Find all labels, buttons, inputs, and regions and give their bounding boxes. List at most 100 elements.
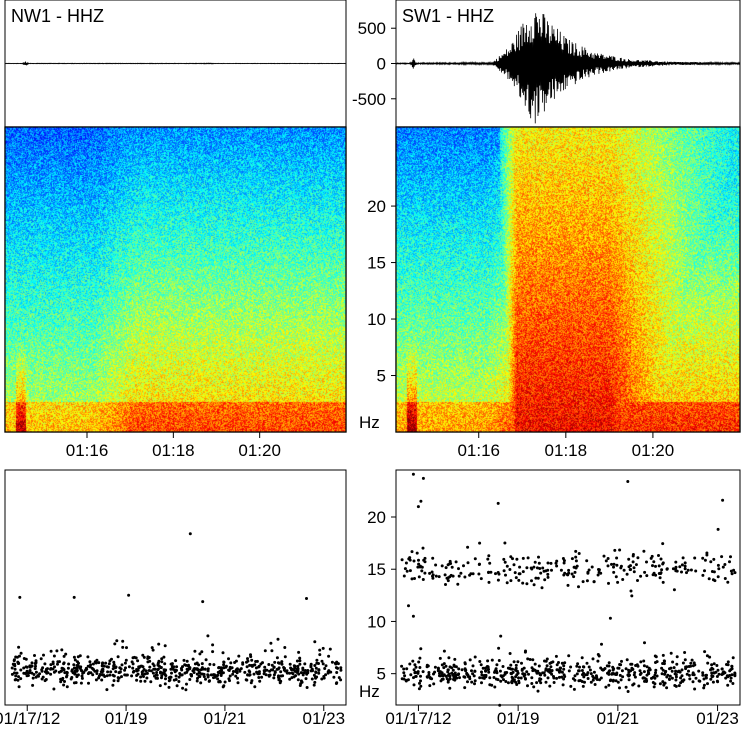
scatter-point xyxy=(661,580,665,584)
scatter-outlier xyxy=(496,501,500,505)
scatter-point xyxy=(120,675,123,679)
scatter-point xyxy=(710,666,714,670)
scatter-point xyxy=(608,679,612,683)
scatter-point xyxy=(448,665,452,669)
scatter-point xyxy=(59,680,63,684)
scatter-point xyxy=(721,672,725,676)
scatter-point xyxy=(574,555,578,559)
scatter-point xyxy=(716,527,720,531)
scatter-point xyxy=(438,670,442,674)
scatter-point xyxy=(546,561,550,565)
scatter-point xyxy=(270,649,274,653)
scatter-point xyxy=(425,663,429,667)
scatter-point xyxy=(680,668,684,672)
scatter-point xyxy=(446,668,450,672)
scatter-point xyxy=(631,554,635,558)
scatter-point xyxy=(320,659,324,663)
scatter-point xyxy=(630,662,634,666)
scatter-point xyxy=(557,661,560,664)
scatter-point xyxy=(56,662,59,666)
scatter-point xyxy=(155,671,159,674)
scatter-point xyxy=(433,665,437,669)
scatter-point xyxy=(502,678,505,682)
scatter-point xyxy=(702,677,706,681)
scatter-point xyxy=(445,576,449,580)
scatter-point xyxy=(79,669,83,672)
scatter-point xyxy=(417,660,421,664)
scatter-point xyxy=(680,563,684,567)
scatter-point xyxy=(466,680,469,684)
scatter-point xyxy=(580,680,584,683)
scatter-point xyxy=(661,668,665,672)
scatter-point xyxy=(260,675,264,679)
scatter-point xyxy=(321,662,325,666)
scatter-point xyxy=(569,684,573,688)
scatter-point xyxy=(521,556,525,560)
scatter-point xyxy=(730,667,734,671)
scatter-point xyxy=(627,670,631,674)
scatter-point xyxy=(442,662,446,666)
scatter-point xyxy=(599,571,603,575)
scatter-point xyxy=(258,679,262,683)
scatter-point xyxy=(720,555,724,559)
scatter-point xyxy=(313,640,317,644)
scatter-outlier xyxy=(127,593,131,597)
scatter-point xyxy=(410,550,414,554)
scatter-point xyxy=(109,670,113,674)
scatter-point xyxy=(581,580,585,584)
scatter-point xyxy=(514,663,518,667)
scatter-point xyxy=(616,680,620,684)
scatter-point xyxy=(276,667,280,671)
scatter-point xyxy=(288,671,292,675)
scatter-point xyxy=(292,668,296,672)
scatter-point xyxy=(290,671,294,675)
scatter-point xyxy=(607,683,611,687)
scatter-point xyxy=(306,669,310,672)
scatter-point xyxy=(677,669,681,673)
scatter-point xyxy=(91,673,95,677)
scatter-point xyxy=(678,565,682,569)
scatter-point xyxy=(522,666,526,670)
scatter-point xyxy=(555,663,559,667)
scatter-point xyxy=(431,556,435,560)
scatter-point xyxy=(121,645,125,649)
scatter-point xyxy=(631,560,635,564)
scatter-point xyxy=(591,678,595,682)
scatter-point xyxy=(463,661,467,665)
waveform-left-title: NW1 - HHZ xyxy=(11,6,104,26)
scatter-point xyxy=(726,580,730,584)
scatter-point xyxy=(257,670,261,674)
scatter-point xyxy=(170,671,173,675)
scatter-point xyxy=(632,570,636,574)
scatter-point xyxy=(160,674,164,678)
scatter-point xyxy=(463,686,467,690)
scatter-point xyxy=(442,673,446,677)
scatter-point xyxy=(433,670,437,674)
scatter-point xyxy=(159,670,162,674)
scatter-point xyxy=(651,675,655,679)
scatter-point xyxy=(711,680,715,684)
scatter-point xyxy=(216,677,220,681)
scatter-point xyxy=(124,666,127,670)
scatter-point xyxy=(201,672,205,676)
scatter-point xyxy=(116,679,120,683)
scatter-point xyxy=(645,560,648,564)
scatter-point xyxy=(222,684,226,688)
scatter-point xyxy=(413,577,416,580)
scatter-point xyxy=(654,668,658,672)
scatter-point xyxy=(229,661,233,665)
scatter-point xyxy=(470,669,473,673)
scatter-point xyxy=(497,646,501,650)
scatter-point xyxy=(535,671,539,675)
scatter-point xyxy=(203,667,207,671)
scatter-point xyxy=(555,676,559,680)
scatter-point xyxy=(188,667,192,671)
scatter-point xyxy=(473,655,477,659)
scatter-point xyxy=(573,570,577,574)
scatter-point xyxy=(272,673,276,677)
scatter-point xyxy=(250,658,254,662)
scatter-point xyxy=(480,673,484,677)
scatter-point xyxy=(309,662,313,666)
scatter-point xyxy=(607,581,610,585)
scatter-point xyxy=(625,658,629,662)
